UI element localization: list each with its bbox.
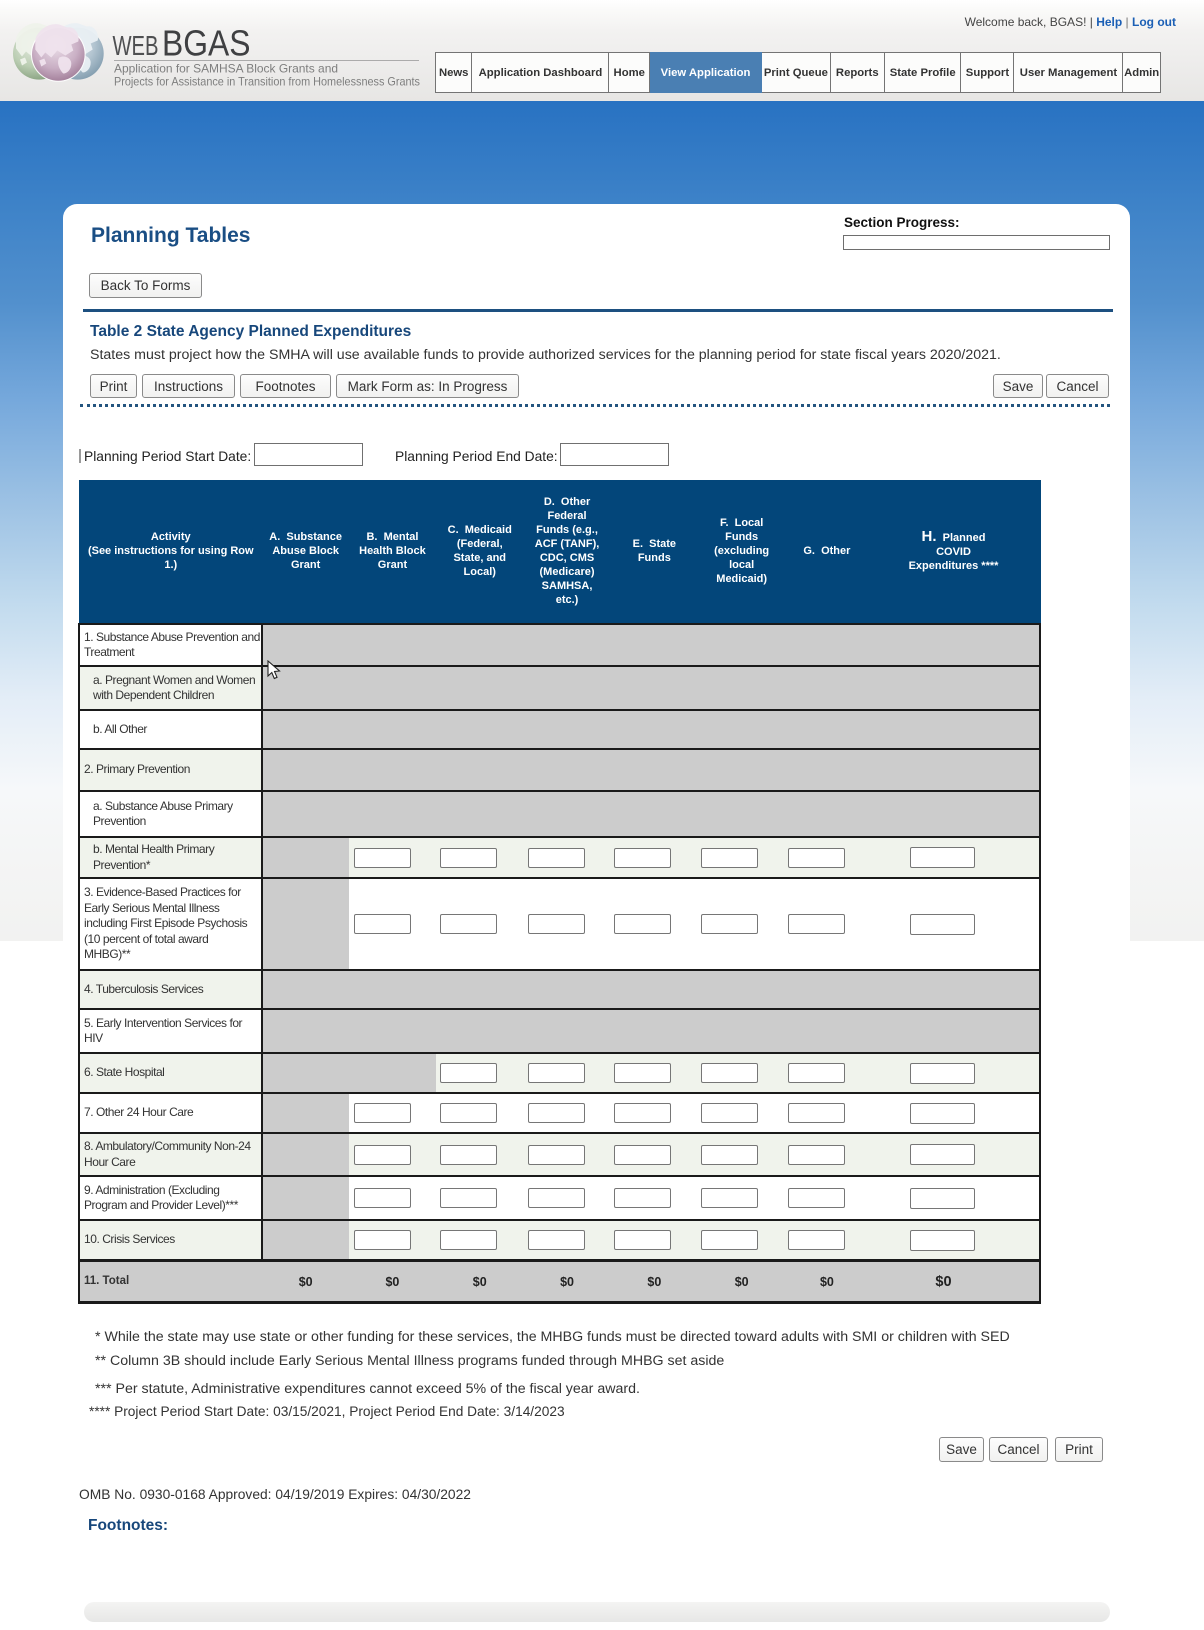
- svg-text:WEB: WEB: [113, 30, 159, 61]
- svg-text:Application for SAMHSA Block G: Application for SAMHSA Block Grants and: [114, 62, 338, 76]
- svg-text:Projects for Assistance in Tra: Projects for Assistance in Transition fr…: [114, 75, 420, 89]
- svg-text:BGAS: BGAS: [162, 22, 251, 63]
